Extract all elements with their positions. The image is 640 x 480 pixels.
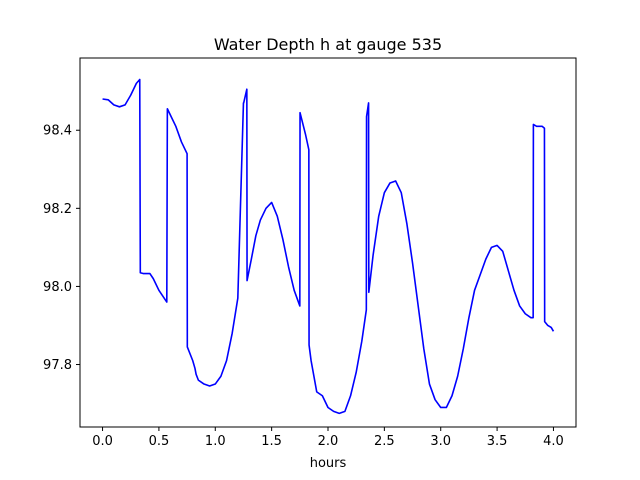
x-tick-label: 4.0 bbox=[543, 434, 564, 449]
series-line-0 bbox=[102, 78, 555, 415]
x-tick-label: 1.5 bbox=[261, 434, 282, 449]
y-tick-label: 97.8 bbox=[43, 358, 72, 373]
y-tick-label: 98.2 bbox=[43, 202, 72, 217]
x-tick-label: 3.5 bbox=[487, 434, 508, 449]
y-tick-label: 98.0 bbox=[43, 280, 72, 295]
x-tick-label: 2.0 bbox=[318, 434, 339, 449]
x-tick-label: 0.5 bbox=[149, 434, 170, 449]
axes-frame bbox=[79, 57, 577, 428]
x-axis-ticks: 0.0 0.5 1.0 1.5 2.0 2.5 3.0 3.5 4.0 bbox=[92, 427, 564, 449]
x-axis-label: hours bbox=[310, 456, 347, 471]
x-tick-label: 0.0 bbox=[92, 434, 113, 449]
plot-area bbox=[102, 78, 555, 415]
x-tick-label: 1.0 bbox=[205, 434, 226, 449]
y-axis-ticks: 97.8 98.0 98.2 98.4 bbox=[43, 124, 80, 373]
x-tick-label: 3.0 bbox=[430, 434, 451, 449]
y-tick-label: 98.4 bbox=[43, 124, 72, 139]
x-tick-label: 2.5 bbox=[374, 434, 395, 449]
chart-title: Water Depth h at gauge 535 bbox=[214, 35, 442, 54]
